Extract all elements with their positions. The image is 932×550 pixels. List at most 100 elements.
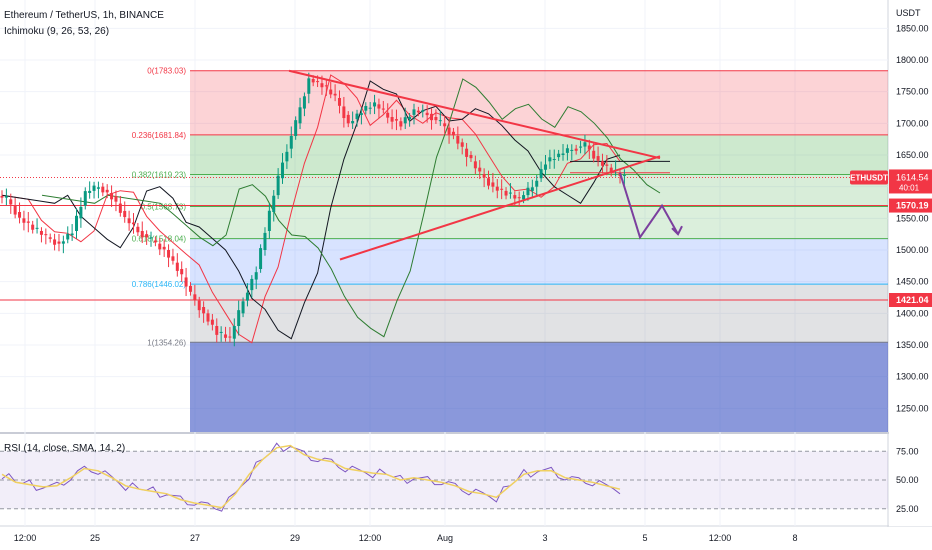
price-tick-label: 1750.00 xyxy=(896,87,929,97)
symbol-title[interactable]: Ethereum / TetherUS, 1h, BINANCE xyxy=(4,10,164,21)
candle-body xyxy=(35,227,39,229)
candle-body xyxy=(118,203,122,213)
candle-body xyxy=(123,210,127,218)
candle-body xyxy=(259,248,263,269)
candle-body xyxy=(320,83,324,88)
candle-body xyxy=(289,136,293,149)
fib-level-label: 0.382(1619.23) xyxy=(132,170,187,179)
candle-body xyxy=(167,250,171,258)
candle-body xyxy=(149,237,153,239)
candle-body xyxy=(136,226,140,233)
price-tick-label: 1850.00 xyxy=(896,23,929,33)
candle-body xyxy=(522,195,526,200)
candle-body xyxy=(381,108,385,110)
rsi-tick-label: 50.00 xyxy=(896,475,919,485)
candle-body xyxy=(451,131,455,136)
candle-body xyxy=(543,164,547,170)
candle-body xyxy=(153,240,157,243)
price-tick-label: 1450.00 xyxy=(896,277,929,287)
price-tick-label: 1400.00 xyxy=(896,308,929,318)
candle-body xyxy=(228,336,232,338)
last-price-value: 1614.54 xyxy=(896,172,929,182)
candle-body xyxy=(364,106,368,111)
candle-body xyxy=(359,113,363,115)
candle-body xyxy=(31,224,35,230)
time-axis-bg xyxy=(0,527,932,550)
candle-body xyxy=(188,285,192,292)
candle-body xyxy=(447,127,451,135)
candle-body xyxy=(473,161,477,169)
candle-body xyxy=(412,109,416,115)
fib-retracement[interactable]: 0(1783.03) 0.236(1681.84) 0.382(1619.23) 0.… xyxy=(132,67,888,432)
ichimoku-conversion-line xyxy=(1,74,621,344)
ichimoku-lines xyxy=(1,74,670,344)
candle-body xyxy=(460,142,464,147)
candle-body xyxy=(539,169,543,179)
candle-body xyxy=(329,89,333,95)
candle-body xyxy=(504,190,508,196)
candle-body xyxy=(114,196,118,202)
rsi-ma-line xyxy=(1,444,621,509)
candle-body xyxy=(79,206,83,219)
symbol-tag-label: ETHUSDT xyxy=(850,173,888,182)
candle-body xyxy=(600,161,604,166)
candle-body xyxy=(482,174,486,178)
candle-body xyxy=(61,241,65,244)
price-tick-label: 1650.00 xyxy=(896,150,929,160)
candle-body xyxy=(513,195,517,199)
candle-body xyxy=(57,241,61,244)
fib-zone xyxy=(190,284,888,343)
candle-body xyxy=(337,98,341,106)
candle-body xyxy=(281,162,285,179)
horizontal-lines[interactable] xyxy=(0,176,888,301)
time-tick-label: 3 xyxy=(542,533,547,543)
candle-body xyxy=(500,188,504,190)
candle-body xyxy=(96,187,100,189)
indicator-legend[interactable]: Ichimoku (9, 26, 53, 26) xyxy=(4,26,110,37)
candle-body xyxy=(346,114,350,124)
candle-body xyxy=(579,146,583,148)
candle-body xyxy=(416,110,420,113)
fib-level-label: 0.618(1518.04) xyxy=(132,235,187,244)
candle-body xyxy=(131,222,135,225)
time-tick-label: 29 xyxy=(290,533,300,543)
fib-level-label: 0.786(1446.02) xyxy=(132,280,187,289)
candle-body xyxy=(583,142,587,147)
rsi-legend[interactable]: RSI (14, close, SMA, 14, 2) xyxy=(4,443,126,454)
time-axis[interactable]: 12:00 25 27 29 12:00 Aug 3 5 12:00 8 xyxy=(0,527,932,550)
fib-level-label: 0(1783.03) xyxy=(147,67,186,76)
candle-body xyxy=(285,151,289,162)
candle-body xyxy=(193,294,197,301)
price-tick-label: 1700.00 xyxy=(896,118,929,128)
candle-body xyxy=(508,192,512,194)
candle-body xyxy=(26,221,30,223)
candle-body xyxy=(92,185,96,191)
candle-body xyxy=(425,112,429,116)
candle-body xyxy=(22,218,26,223)
candle-body xyxy=(368,107,372,109)
candle-body xyxy=(140,231,144,238)
bar-countdown: 40:01 xyxy=(899,183,920,192)
last-price-tag-bg xyxy=(889,169,932,194)
candle-body xyxy=(351,121,355,124)
candle-body xyxy=(456,136,460,144)
candle-body xyxy=(535,180,539,187)
candle-body xyxy=(394,119,398,121)
candle-body xyxy=(434,117,438,121)
candle-body xyxy=(609,167,613,173)
candle-body xyxy=(210,319,214,325)
price-axis-bg xyxy=(889,0,932,526)
rsi-axis: 75.00 50.00 25.00 xyxy=(896,446,919,514)
candle-body xyxy=(324,85,328,87)
candle-body xyxy=(110,193,114,200)
candle-body xyxy=(241,301,245,314)
fib-zone xyxy=(190,70,888,135)
drawings[interactable] xyxy=(288,69,683,261)
price-tag-label: 1570.19 xyxy=(896,201,929,211)
candle-body xyxy=(311,79,315,83)
candle-body xyxy=(495,186,499,191)
candle-body xyxy=(101,186,105,193)
candle-body xyxy=(478,167,482,172)
price-tag-bg xyxy=(889,198,932,213)
candle-body xyxy=(570,149,574,151)
